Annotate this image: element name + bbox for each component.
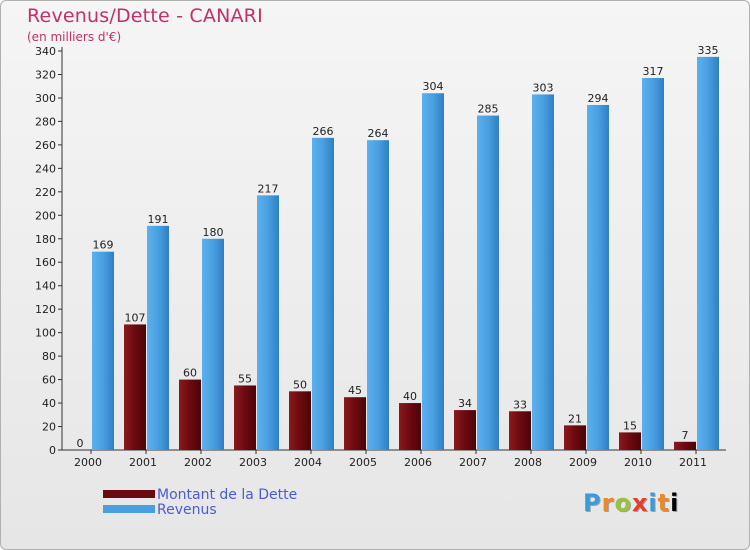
x-tick-label: 2004 [294, 456, 322, 469]
x-tick-label: 2000 [74, 456, 102, 469]
data-label-revenus: 285 [478, 103, 499, 116]
bar-dette [674, 441, 696, 450]
data-label-dette: 0 [77, 437, 84, 450]
data-label-dette: 50 [293, 378, 307, 391]
bar-dette [399, 403, 421, 450]
legend-swatch-revenus [103, 505, 155, 513]
data-label-revenus: 180 [203, 226, 224, 239]
y-tick-label: 100 [35, 327, 56, 340]
y-tick-label: 340 [35, 45, 56, 58]
bar-dette [564, 425, 586, 450]
bar-revenus [532, 94, 554, 450]
y-tick-label: 240 [35, 162, 56, 175]
data-label-dette: 7 [682, 429, 689, 442]
y-tick-label: 280 [35, 115, 56, 128]
bar-dette [509, 411, 531, 450]
data-label-revenus: 294 [588, 92, 609, 105]
bar-dette [454, 410, 476, 450]
bar-dette [234, 385, 256, 450]
y-tick-label: 0 [49, 444, 56, 457]
bar-revenus [367, 140, 389, 450]
data-label-dette: 40 [403, 390, 417, 403]
bar-revenus [477, 115, 499, 450]
bar-dette [124, 324, 146, 450]
x-tick-label: 2001 [129, 456, 157, 469]
bar-revenus [312, 137, 334, 450]
y-tick-label: 120 [35, 303, 56, 316]
x-tick-label: 2011 [679, 456, 707, 469]
bar-revenus [642, 77, 664, 450]
data-label-revenus: 303 [533, 81, 554, 94]
data-label-revenus: 264 [368, 127, 389, 140]
data-label-revenus: 317 [643, 65, 664, 78]
data-label-dette: 21 [568, 412, 582, 425]
y-tick-label: 320 [35, 68, 56, 81]
bar-revenus [422, 93, 444, 450]
x-tick-label: 2005 [349, 456, 377, 469]
data-label-dette: 34 [458, 397, 472, 410]
bar-revenus [257, 195, 279, 450]
data-label-dette: 33 [513, 398, 527, 411]
bar-revenus [202, 238, 224, 450]
chart-subtitle: (en milliers d'€) [27, 30, 122, 44]
data-label-dette: 45 [348, 384, 362, 397]
legend-swatch-dette [103, 490, 155, 498]
x-tick-label: 2003 [239, 456, 267, 469]
legend-label-dette: Montant de la Dette [157, 487, 298, 503]
y-tick-label: 220 [35, 186, 56, 199]
x-tick-label: 2006 [404, 456, 432, 469]
x-tick-label: 2002 [184, 456, 212, 469]
bar-dette [179, 379, 201, 450]
data-label-dette: 107 [125, 311, 146, 324]
data-label-revenus: 217 [258, 182, 279, 195]
proxiti-logo: Proxiti [583, 489, 680, 517]
bar-dette [289, 391, 311, 450]
y-tick-label: 20 [42, 421, 56, 434]
x-tick-label: 2010 [624, 456, 652, 469]
data-label-dette: 60 [183, 367, 197, 380]
bar-revenus [147, 225, 169, 450]
legend-label-revenus: Revenus [157, 502, 217, 518]
y-tick-label: 140 [35, 280, 56, 293]
x-tick-label: 2009 [569, 456, 597, 469]
data-label-revenus: 266 [313, 125, 334, 138]
y-tick-label: 160 [35, 256, 56, 269]
data-label-revenus: 304 [423, 80, 444, 93]
data-label-revenus: 169 [93, 239, 114, 252]
data-label-revenus: 335 [698, 44, 719, 57]
y-tick-label: 200 [35, 209, 56, 222]
chart-title: Revenus/Dette - CANARI [27, 5, 263, 27]
data-label-revenus: 191 [148, 213, 169, 226]
bar-revenus [587, 104, 609, 450]
x-tick-label: 2007 [459, 456, 487, 469]
bar-dette [619, 432, 641, 450]
data-label-dette: 55 [238, 372, 252, 385]
y-tick-label: 60 [42, 374, 56, 387]
bar-revenus [92, 251, 114, 450]
x-tick-label: 2008 [514, 456, 542, 469]
y-tick-label: 40 [42, 397, 56, 410]
bar-dette [344, 397, 366, 450]
y-tick-label: 300 [35, 92, 56, 105]
y-tick-label: 260 [35, 139, 56, 152]
bar-revenus [697, 56, 719, 450]
y-tick-label: 180 [35, 233, 56, 246]
y-tick-label: 80 [42, 350, 56, 363]
data-label-dette: 15 [623, 419, 637, 432]
